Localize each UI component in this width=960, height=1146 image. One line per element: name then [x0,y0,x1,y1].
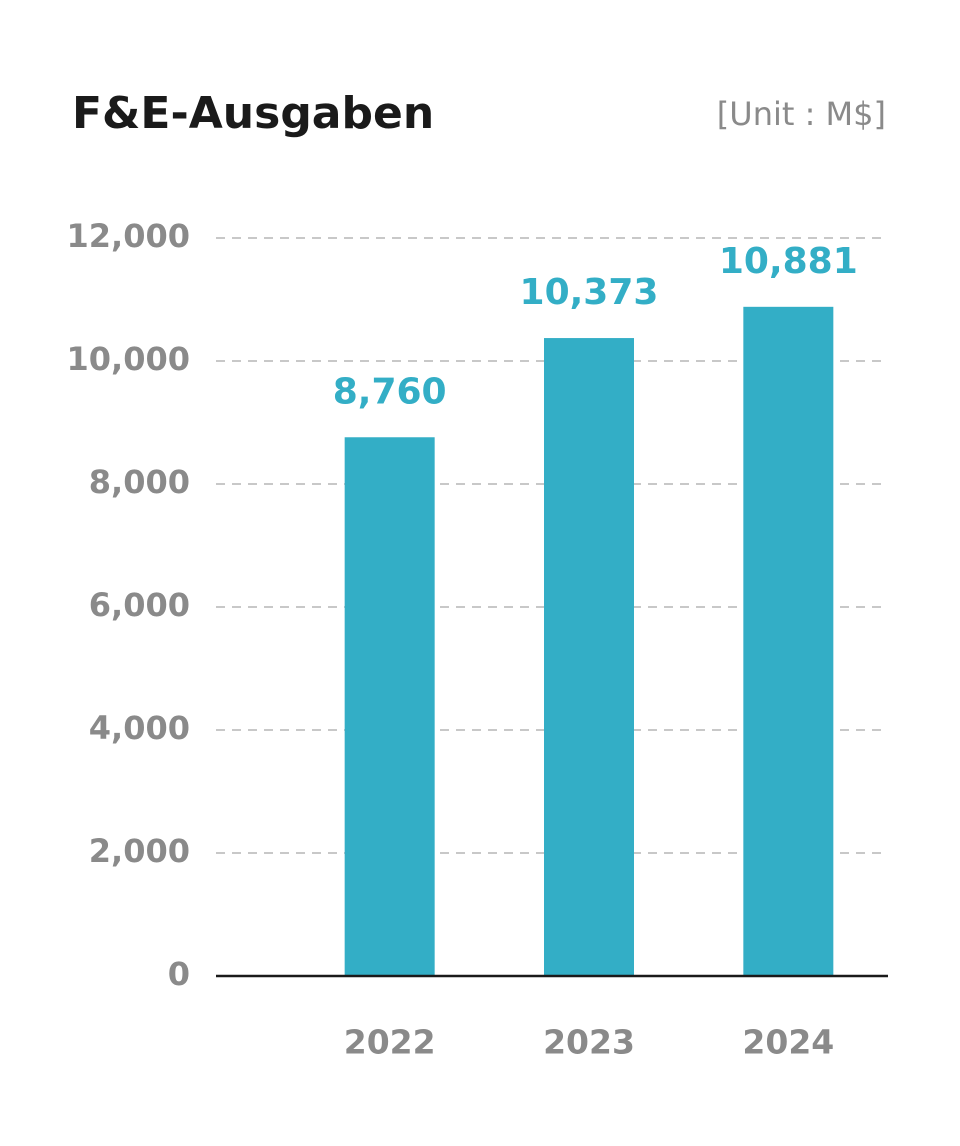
bar [544,338,634,976]
y-tick-label: 2,000 [89,832,190,870]
y-tick-label: 4,000 [89,709,190,747]
chart-title: F&E-Ausgaben [72,88,434,139]
bar [344,437,435,976]
y-tick-label: 0 [168,955,190,993]
x-tick-label: 2022 [344,1023,436,1062]
y-tick-label: 12,000 [67,217,190,255]
bar [743,306,834,977]
x-tick-label: 2023 [543,1023,635,1062]
unit-label: [Unit : M$] [717,95,886,133]
y-tick-label: 10,000 [67,340,190,378]
x-tick-label: 2024 [742,1023,834,1062]
value-label: 10,373 [520,272,659,313]
value-label: 8,760 [333,371,447,412]
y-tick-label: 6,000 [89,586,190,624]
value-label: 10,881 [719,241,858,282]
y-tick-label: 8,000 [89,463,190,501]
